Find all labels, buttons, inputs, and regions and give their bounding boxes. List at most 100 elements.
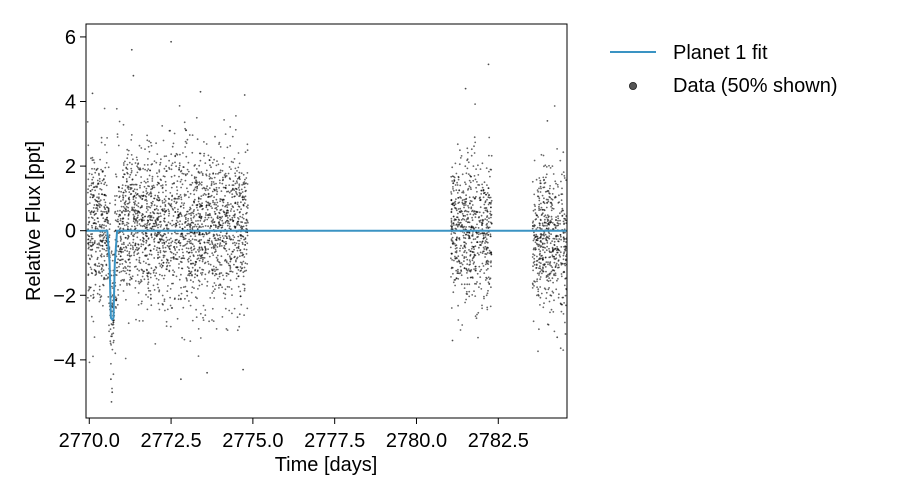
data-point [171, 162, 174, 165]
data-point [209, 297, 212, 299]
data-point [178, 294, 180, 297]
data-point [226, 285, 229, 288]
data-point [175, 246, 178, 248]
data-point [481, 242, 483, 244]
data-point [114, 173, 117, 176]
data-point [489, 221, 492, 224]
data-point [97, 246, 100, 249]
data-point [540, 245, 543, 248]
data-point [555, 262, 558, 265]
data-point [120, 250, 122, 253]
data-point [470, 154, 473, 157]
data-point [244, 178, 246, 181]
data-point [115, 175, 118, 178]
data-point [475, 283, 478, 285]
data-point [558, 201, 560, 204]
data-point [551, 247, 554, 250]
data-point [145, 207, 148, 210]
data-point [224, 195, 226, 197]
data-point [224, 297, 226, 300]
data-point [192, 212, 195, 215]
data-point [241, 184, 244, 186]
data-point [98, 196, 100, 199]
data-point [169, 250, 172, 253]
data-point [186, 279, 188, 282]
data-point [545, 291, 548, 294]
data-point [539, 270, 542, 273]
data-point [244, 244, 247, 246]
data-point [163, 213, 166, 216]
data-point [150, 192, 153, 195]
data-point [101, 235, 103, 237]
data-point [93, 161, 96, 164]
data-point [456, 225, 459, 228]
data-point [561, 187, 563, 190]
data-point [482, 250, 484, 253]
data-point [184, 173, 187, 176]
data-point [157, 286, 160, 289]
data-point [124, 357, 127, 360]
data-point [484, 209, 487, 212]
data-point [193, 231, 196, 234]
data-point [227, 273, 230, 276]
data-point [163, 208, 166, 210]
data-point [474, 315, 477, 318]
data-point [459, 211, 461, 213]
data-point [182, 204, 185, 207]
data-point [159, 225, 162, 228]
data-point [550, 198, 553, 200]
data-point [153, 204, 156, 207]
data-point [483, 248, 486, 250]
data-point [174, 161, 176, 164]
data-point [160, 234, 163, 237]
data-point [115, 213, 118, 215]
data-point [486, 225, 489, 228]
data-point [245, 177, 248, 179]
data-point [557, 219, 559, 222]
data-point [474, 238, 477, 240]
data-point [476, 223, 478, 226]
data-point [533, 263, 536, 266]
data-point [205, 251, 207, 254]
data-point [195, 225, 198, 228]
data-point [140, 214, 143, 217]
data-point [211, 221, 214, 224]
data-point [186, 250, 188, 253]
data-point [172, 282, 175, 285]
data-point [132, 209, 135, 212]
data-point [539, 219, 542, 222]
data-point [111, 391, 114, 394]
data-point [122, 176, 125, 179]
data-point [159, 163, 161, 166]
data-point [548, 237, 551, 240]
data-point [189, 235, 192, 238]
data-point [236, 329, 239, 332]
data-point [541, 272, 543, 275]
data-point [195, 176, 198, 179]
data-point [170, 232, 173, 235]
data-point [96, 210, 99, 212]
data-point [169, 259, 172, 262]
data-point [210, 225, 213, 228]
data-point [133, 233, 136, 236]
data-point [211, 319, 213, 321]
data-point [149, 169, 151, 172]
data-point [218, 287, 220, 289]
data-point [152, 271, 155, 274]
data-point [172, 209, 175, 211]
data-point [93, 263, 96, 266]
data-point [174, 249, 177, 251]
data-point [477, 336, 479, 339]
data-point [152, 284, 155, 287]
data-point [106, 212, 109, 215]
data-point [186, 242, 188, 245]
data-point [565, 255, 567, 257]
data-point [129, 269, 132, 272]
data-point [202, 256, 205, 259]
data-point [189, 225, 191, 228]
data-point [87, 289, 90, 292]
data-point [563, 222, 566, 225]
data-point [219, 198, 222, 200]
data-point [450, 203, 453, 206]
data-point [176, 189, 179, 192]
